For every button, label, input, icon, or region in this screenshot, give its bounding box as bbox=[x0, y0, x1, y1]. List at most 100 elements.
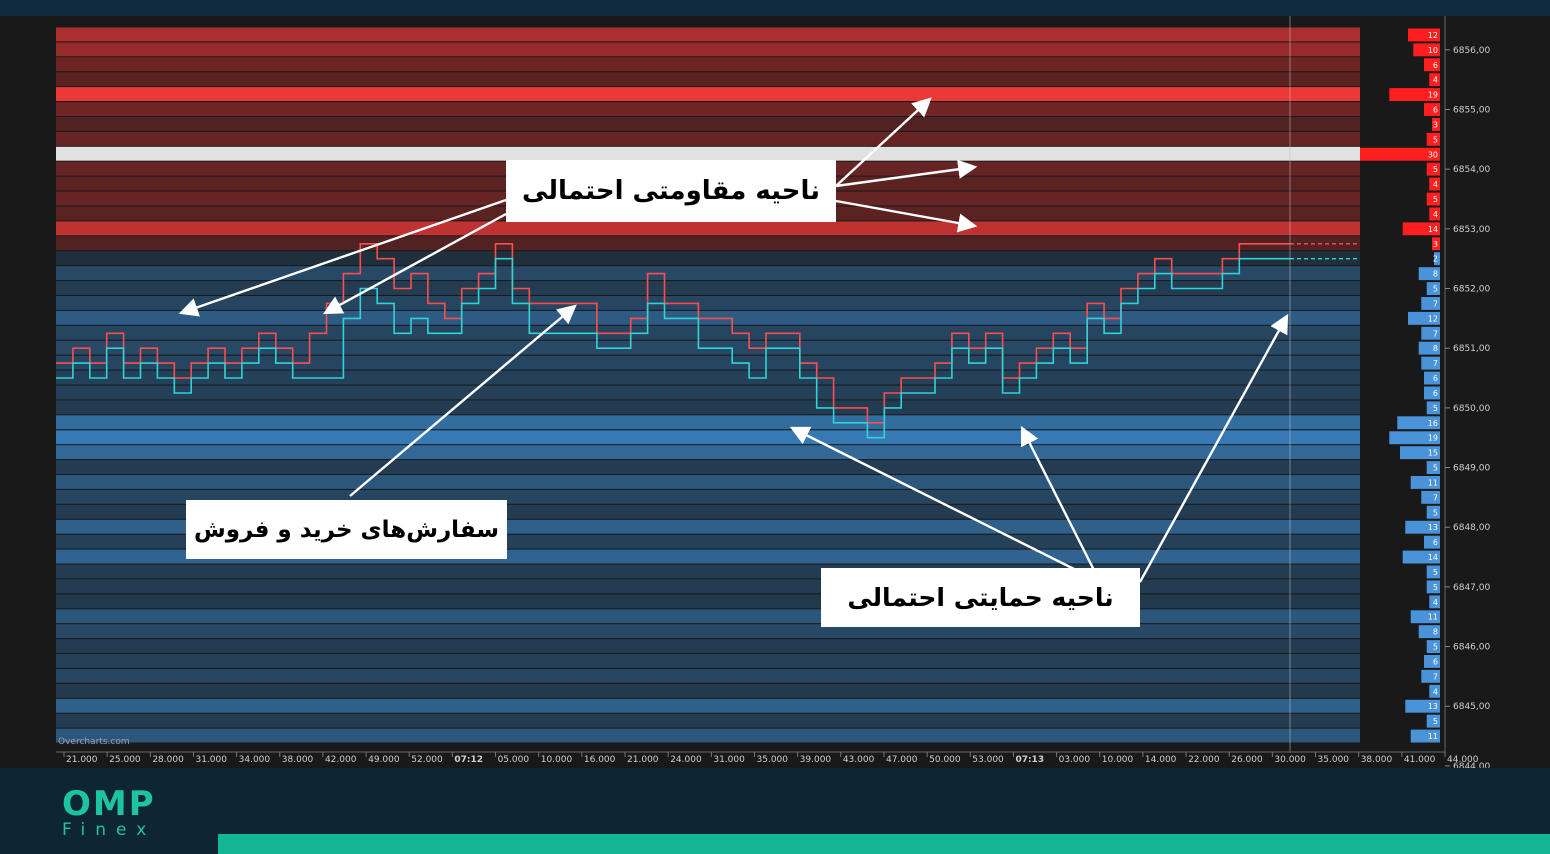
depth-bar bbox=[1429, 684, 1440, 698]
heatmap-band bbox=[56, 251, 1360, 266]
annotation-arrow bbox=[178, 198, 507, 317]
depth-label: 14 bbox=[1428, 225, 1438, 234]
depth-label: 4 bbox=[1433, 687, 1438, 696]
depth-label: 5 bbox=[1433, 135, 1438, 144]
depth-bar bbox=[1426, 401, 1440, 415]
depth-bar bbox=[1434, 252, 1440, 266]
time-tick-label: 10.000 bbox=[541, 755, 573, 765]
depth-bar bbox=[1426, 640, 1440, 653]
depth-bar bbox=[1405, 699, 1440, 713]
heatmap-band bbox=[56, 728, 1360, 743]
depth-label: 13 bbox=[1428, 702, 1438, 711]
annotation-arrow bbox=[1138, 313, 1289, 583]
depth-label: 8 bbox=[1433, 270, 1438, 279]
time-tick-label: 39.000 bbox=[800, 755, 832, 765]
annotation-arrow bbox=[835, 97, 932, 187]
depth-bar bbox=[1429, 207, 1440, 221]
heatmap-band bbox=[56, 430, 1360, 445]
depth-label: 10 bbox=[1428, 46, 1438, 55]
depth-label: 11 bbox=[1428, 479, 1438, 488]
time-tick-label: 21.000 bbox=[627, 755, 659, 765]
price-tick-label: 6846,00 bbox=[1453, 643, 1490, 653]
depth-bar bbox=[1424, 535, 1440, 549]
heatmap-band bbox=[56, 415, 1360, 430]
time-tick-label: 53.000 bbox=[972, 755, 1004, 765]
depth-label: 14 bbox=[1428, 553, 1438, 562]
heatmap-band bbox=[56, 594, 1360, 609]
price-tick-label: 6850,00 bbox=[1453, 404, 1490, 414]
time-tick-label: 07:13 bbox=[1015, 755, 1044, 765]
price-tick-label: 6852,00 bbox=[1453, 285, 1490, 295]
price-tick-label: 6854,00 bbox=[1453, 165, 1490, 175]
depth-bar bbox=[1397, 416, 1440, 430]
depth-bar bbox=[1429, 73, 1440, 87]
depth-label: 8 bbox=[1433, 628, 1438, 637]
depth-bar bbox=[1418, 341, 1440, 355]
annotation-arrow bbox=[835, 199, 978, 233]
time-tick-label: 31.000 bbox=[195, 755, 227, 765]
depth-bar bbox=[1408, 311, 1440, 325]
heatmap-band bbox=[56, 579, 1360, 594]
time-tick-label: 21.000 bbox=[66, 755, 98, 765]
depth-bar bbox=[1408, 28, 1440, 42]
heatmap-band bbox=[56, 668, 1360, 683]
depth-bar bbox=[1424, 371, 1440, 385]
depth-bar bbox=[1402, 550, 1440, 564]
price-tick-label: 6856,00 bbox=[1453, 46, 1490, 56]
depth-bar bbox=[1426, 162, 1440, 176]
accent-bar bbox=[218, 834, 1550, 854]
depth-bar bbox=[1426, 132, 1440, 146]
depth-label: 7 bbox=[1433, 672, 1438, 681]
depth-label: 5 bbox=[1433, 464, 1438, 473]
time-tick-label: 35.000 bbox=[1318, 755, 1350, 765]
heatmap-band bbox=[56, 475, 1360, 489]
depth-bar bbox=[1432, 237, 1440, 251]
depth-bar bbox=[1429, 595, 1440, 609]
depth-label: 7 bbox=[1433, 359, 1438, 368]
heatmap-band bbox=[56, 221, 1360, 236]
depth-label: 3 bbox=[1433, 240, 1438, 249]
heatmap-band bbox=[56, 57, 1360, 72]
time-tick-label: 07:12 bbox=[454, 755, 483, 765]
depth-bar bbox=[1426, 565, 1440, 579]
depth-label: 13 bbox=[1428, 523, 1438, 532]
time-tick-label: 50.000 bbox=[929, 755, 961, 765]
time-tick-label: 38.000 bbox=[282, 755, 314, 765]
heatmap-band bbox=[56, 698, 1360, 713]
heatmap-band bbox=[56, 355, 1360, 370]
heatmap-band bbox=[56, 27, 1360, 42]
callout-support: ناحیه حمایتی احتمالی bbox=[821, 568, 1140, 627]
time-tick-label: 25.000 bbox=[109, 755, 141, 765]
callout-orders: سفارش‌های خرید و فروش bbox=[186, 500, 507, 559]
heatmap-band bbox=[56, 370, 1360, 385]
depth-bar bbox=[1426, 461, 1440, 474]
brand-sub: Finex bbox=[62, 820, 157, 840]
depth-bar bbox=[1432, 118, 1440, 131]
depth-label: 12 bbox=[1428, 31, 1438, 40]
time-tick-label: 52.000 bbox=[411, 755, 443, 765]
heatmap-band bbox=[56, 281, 1360, 295]
depth-label: 5 bbox=[1433, 717, 1438, 726]
brand-logo: OMP bbox=[62, 784, 156, 824]
heatmap-band bbox=[56, 236, 1360, 251]
depth-label: 4 bbox=[1433, 180, 1438, 189]
heatmap-band bbox=[56, 296, 1360, 310]
time-tick-label: 31.000 bbox=[713, 755, 745, 765]
annotation-arrow bbox=[835, 159, 978, 188]
time-tick-label: 24.000 bbox=[670, 755, 702, 765]
heatmap-band bbox=[56, 609, 1360, 624]
heatmap-svg: 12 10 6 4 19 6 3 5 30 5 4 5 4 14 3 2 8 5 7 12 7 8 7 6 6 5 16 19 15 5 1… bbox=[56, 16, 1490, 768]
time-tick-label: 26.000 bbox=[1231, 755, 1263, 765]
heatmap-band bbox=[56, 385, 1360, 400]
time-tick-label: 22.000 bbox=[1188, 755, 1220, 765]
time-tick-label: 43.000 bbox=[843, 755, 875, 765]
price-tick-label: 6849,00 bbox=[1453, 464, 1490, 474]
heatmap-band bbox=[56, 713, 1360, 728]
time-tick-label: 16.000 bbox=[584, 755, 616, 765]
depth-bar bbox=[1410, 476, 1440, 489]
depth-label: 6 bbox=[1433, 389, 1438, 398]
price-tick-label: 6851,00 bbox=[1453, 344, 1490, 354]
heatmap-band bbox=[56, 564, 1360, 579]
time-tick-label: 03.000 bbox=[1059, 755, 1091, 765]
heatmap-band bbox=[56, 400, 1360, 415]
